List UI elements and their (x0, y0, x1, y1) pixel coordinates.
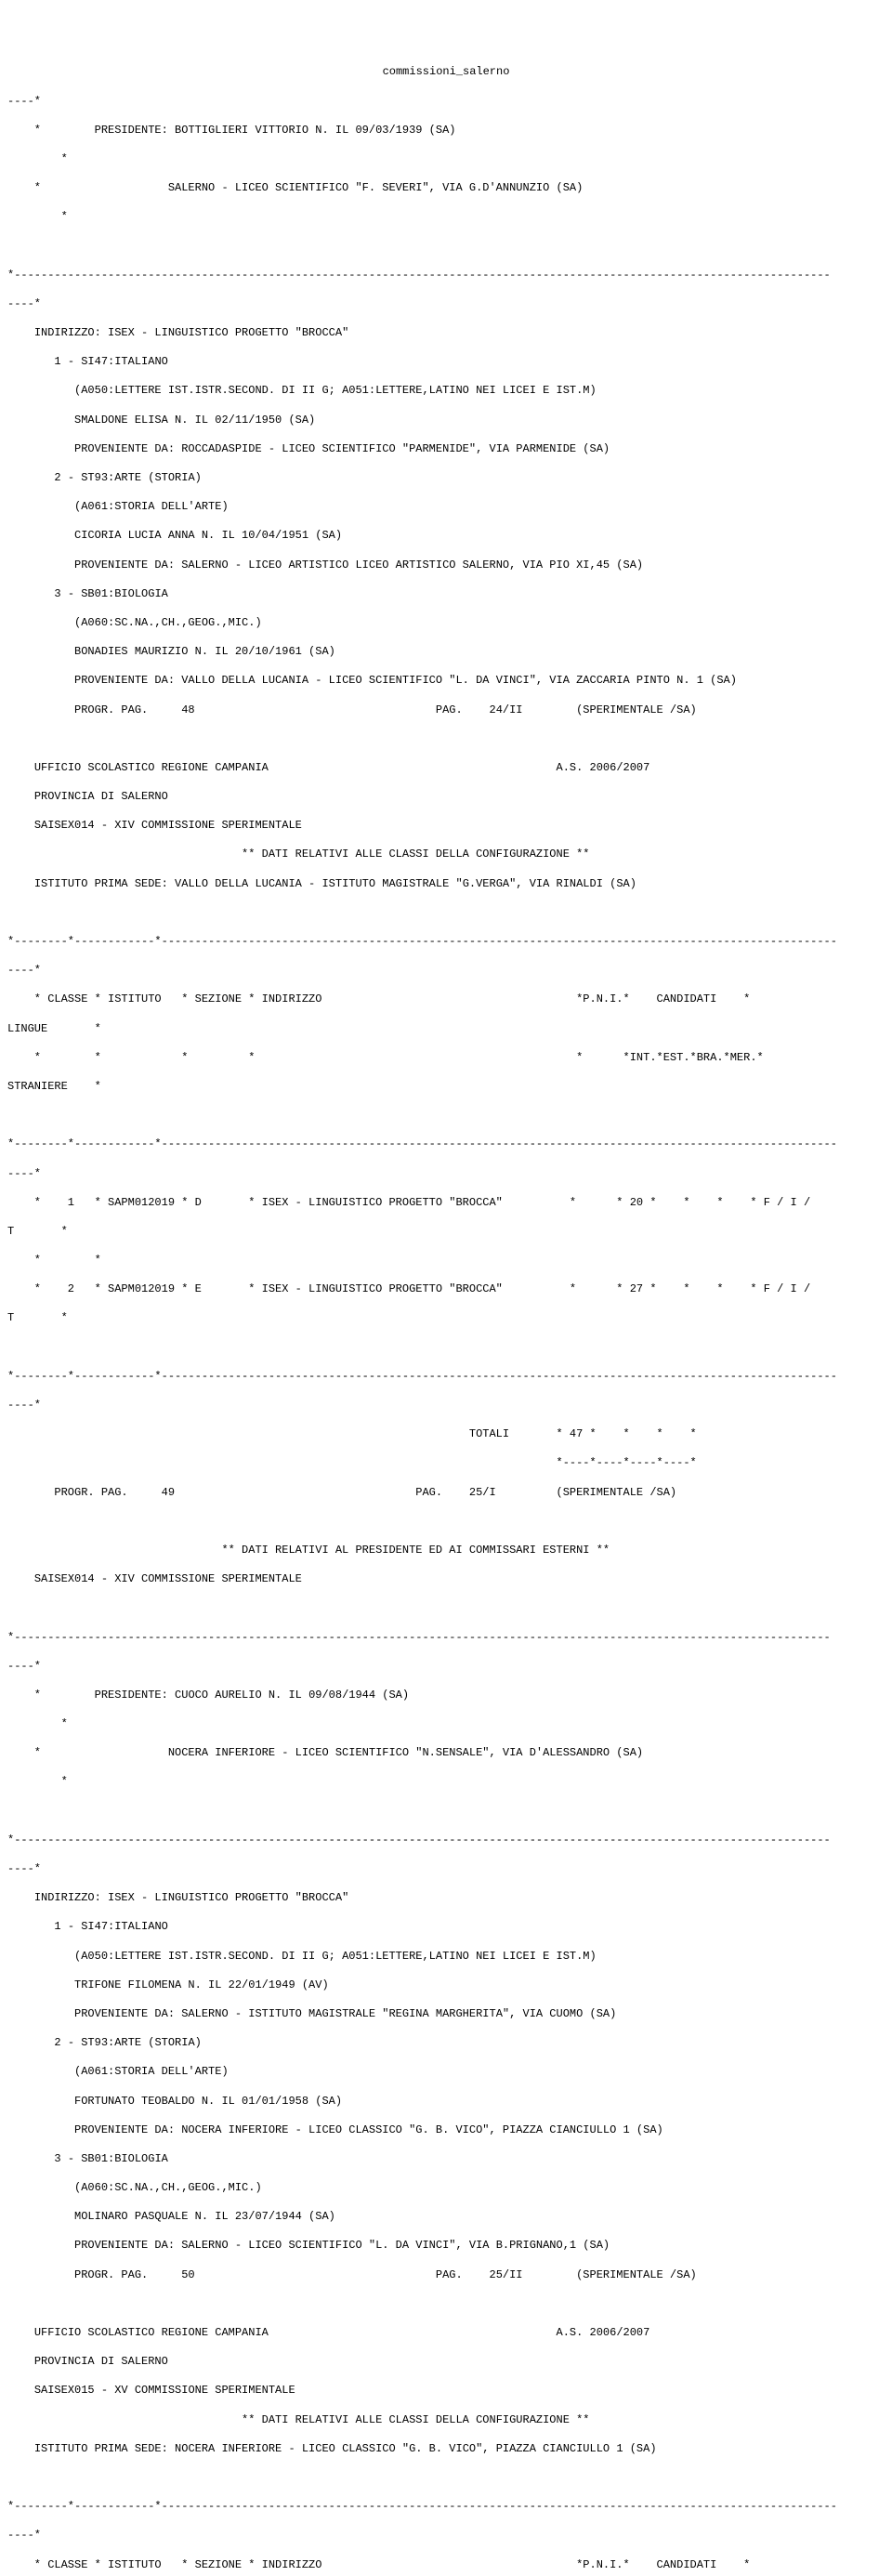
istituto-line: ISTITUTO PRIMA SEDE: VALLO DELLA LUCANIA… (7, 877, 885, 892)
table-row-end: T * (7, 1225, 885, 1240)
teacher-name: CICORIA LUCIA ANNA N. IL 10/04/1951 (SA) (7, 529, 885, 544)
divider: *--------*------------*-----------------… (7, 2500, 885, 2515)
divider: *---------------------------------------… (7, 1833, 885, 1848)
divider: *---------------------------------------… (7, 269, 885, 283)
teacher-name: BONADIES MAURIZIO N. IL 20/10/1961 (SA) (7, 645, 885, 660)
divider: *---------------------------------------… (7, 1631, 885, 1646)
location-line: * NOCERA INFERIORE - LICEO SCIENTIFICO "… (7, 1746, 885, 1761)
dati-header: ** DATI RELATIVI AL PRESIDENTE ED AI COM… (7, 1544, 885, 1558)
blank (7, 2297, 885, 2312)
teacher-prov: PROVENIENTE DA: VALLO DELLA LUCANIA - LI… (7, 674, 885, 689)
blank (7, 1341, 885, 1356)
blank (7, 1601, 885, 1616)
teacher-prov: PROVENIENTE DA: SALERNO - LICEO ARTISTIC… (7, 559, 885, 573)
subject-header: 2 - ST93:ARTE (STORIA) (7, 2036, 885, 2051)
provincia-line: PROVINCIA DI SALERNO (7, 790, 885, 805)
totali-line: TOTALI * 47 * * * * (7, 1427, 885, 1442)
dash-end: ----* (7, 964, 885, 979)
dash-end: ----* (7, 1167, 885, 1182)
provincia-line: PROVINCIA DI SALERNO (7, 2355, 885, 2370)
subject-desc: (A050:LETTERE IST.ISTR.SECOND. DI II G; … (7, 1950, 885, 1965)
dash-end: ----* (7, 1660, 885, 1675)
blank (7, 732, 885, 747)
progr-line: PROGR. PAG. 48 PAG. 24/II (SPERIMENTALE … (7, 703, 885, 718)
subject-header: 2 - ST93:ARTE (STORIA) (7, 471, 885, 486)
document-title: commissioni_salerno (7, 65, 885, 80)
dash-end: ----* (7, 2529, 885, 2543)
dash-end: ----* (7, 297, 885, 312)
table-subheader: * * * * * *INT.*EST.*BRA.*MER.* (7, 1051, 885, 1066)
teacher-prov: PROVENIENTE DA: SALERNO - ISTITUTO MAGIS… (7, 2007, 885, 2022)
subject-header: 3 - SB01:BIOLOGIA (7, 587, 885, 602)
subject-desc: (A060:SC.NA.,CH.,GEOG.,MIC.) (7, 616, 885, 631)
table-row-end: T * (7, 1311, 885, 1326)
divider: *--------*------------*-----------------… (7, 935, 885, 950)
dash-end: ----* (7, 95, 885, 110)
presidente-line: * PRESIDENTE: CUOCO AURELIO N. IL 09/08/… (7, 1689, 885, 1703)
blank (7, 2471, 885, 2486)
subject-header: 1 - SI47:ITALIANO (7, 355, 885, 370)
straniere-line: STRANIERE * (7, 1080, 885, 1095)
dash-end: ----* (7, 1399, 885, 1413)
subject-header: 3 - SB01:BIOLOGIA (7, 2152, 885, 2167)
ufficio-line: UFFICIO SCOLASTICO REGIONE CAMPANIA A.S.… (7, 2326, 885, 2341)
teacher-name: MOLINARO PASQUALE N. IL 23/07/1944 (SA) (7, 2210, 885, 2225)
blank (7, 1805, 885, 1820)
location-line: * SALERNO - LICEO SCIENTIFICO "F. SEVERI… (7, 181, 885, 196)
asterisk: * (7, 1717, 885, 1732)
blank (7, 1109, 885, 1124)
istituto-line: ISTITUTO PRIMA SEDE: NOCERA INFERIORE - … (7, 2442, 885, 2457)
blank (7, 1515, 885, 1530)
blank (7, 240, 885, 255)
teacher-prov: PROVENIENTE DA: SALERNO - LICEO SCIENTIF… (7, 2239, 885, 2254)
table-row: * 1 * SAPM012019 * D * ISEX - LINGUISTIC… (7, 1196, 885, 1211)
table-header: * CLASSE * ISTITUTO * SEZIONE * INDIRIZZ… (7, 992, 885, 1007)
teacher-prov: PROVENIENTE DA: NOCERA INFERIORE - LICEO… (7, 2123, 885, 2138)
teacher-name: TRIFONE FILOMENA N. IL 22/01/1949 (AV) (7, 1978, 885, 1993)
indirizzo-header: INDIRIZZO: ISEX - LINGUISTICO PROGETTO "… (7, 326, 885, 341)
divider: *--------*------------*-----------------… (7, 1137, 885, 1152)
teacher-name: SMALDONE ELISA N. IL 02/11/1950 (SA) (7, 414, 885, 428)
subject-header: 1 - SI47:ITALIANO (7, 1920, 885, 1935)
subject-desc: (A061:STORIA DELL'ARTE) (7, 500, 885, 515)
progr-line: PROGR. PAG. 49 PAG. 25/I (SPERIMENTALE /… (7, 1486, 885, 1501)
asterisk: * (7, 152, 885, 167)
divider: *--------*------------*-----------------… (7, 1370, 885, 1385)
subject-desc: (A050:LETTERE IST.ISTR.SECOND. DI II G; … (7, 384, 885, 399)
totali-sep: *----*----*----*----* (7, 1456, 885, 1471)
blank (7, 906, 885, 921)
asterisk: * * (7, 1254, 885, 1268)
teacher-prov: PROVENIENTE DA: ROCCADASPIDE - LICEO SCI… (7, 442, 885, 457)
commissione-line: SAISEX014 - XIV COMMISSIONE SPERIMENTALE (7, 819, 885, 834)
subject-desc: (A061:STORIA DELL'ARTE) (7, 2065, 885, 2080)
lingue-line: LINGUE * (7, 1022, 885, 1037)
teacher-name: FORTUNATO TEOBALDO N. IL 01/01/1958 (SA) (7, 2095, 885, 2109)
commissione-line: SAISEX015 - XV COMMISSIONE SPERIMENTALE (7, 2384, 885, 2399)
table-row: * 2 * SAPM012019 * E * ISEX - LINGUISTIC… (7, 1282, 885, 1297)
dash-end: ----* (7, 1862, 885, 1877)
progr-line: PROGR. PAG. 50 PAG. 25/II (SPERIMENTALE … (7, 2268, 885, 2283)
commissione-line: SAISEX014 - XIV COMMISSIONE SPERIMENTALE (7, 1572, 885, 1587)
presidente-line: * PRESIDENTE: BOTTIGLIERI VITTORIO N. IL… (7, 124, 885, 138)
table-header: * CLASSE * ISTITUTO * SEZIONE * INDIRIZZ… (7, 2558, 885, 2573)
asterisk: * (7, 210, 885, 225)
ufficio-line: UFFICIO SCOLASTICO REGIONE CAMPANIA A.S.… (7, 761, 885, 776)
dati-header: ** DATI RELATIVI ALLE CLASSI DELLA CONFI… (7, 2413, 885, 2428)
indirizzo-header: INDIRIZZO: ISEX - LINGUISTICO PROGETTO "… (7, 1891, 885, 1906)
dati-header: ** DATI RELATIVI ALLE CLASSI DELLA CONFI… (7, 848, 885, 862)
subject-desc: (A060:SC.NA.,CH.,GEOG.,MIC.) (7, 2181, 885, 2196)
asterisk: * (7, 1775, 885, 1790)
